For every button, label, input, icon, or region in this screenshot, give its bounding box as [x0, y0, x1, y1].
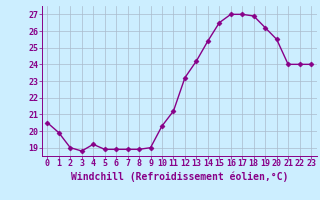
X-axis label: Windchill (Refroidissement éolien,°C): Windchill (Refroidissement éolien,°C): [70, 171, 288, 182]
